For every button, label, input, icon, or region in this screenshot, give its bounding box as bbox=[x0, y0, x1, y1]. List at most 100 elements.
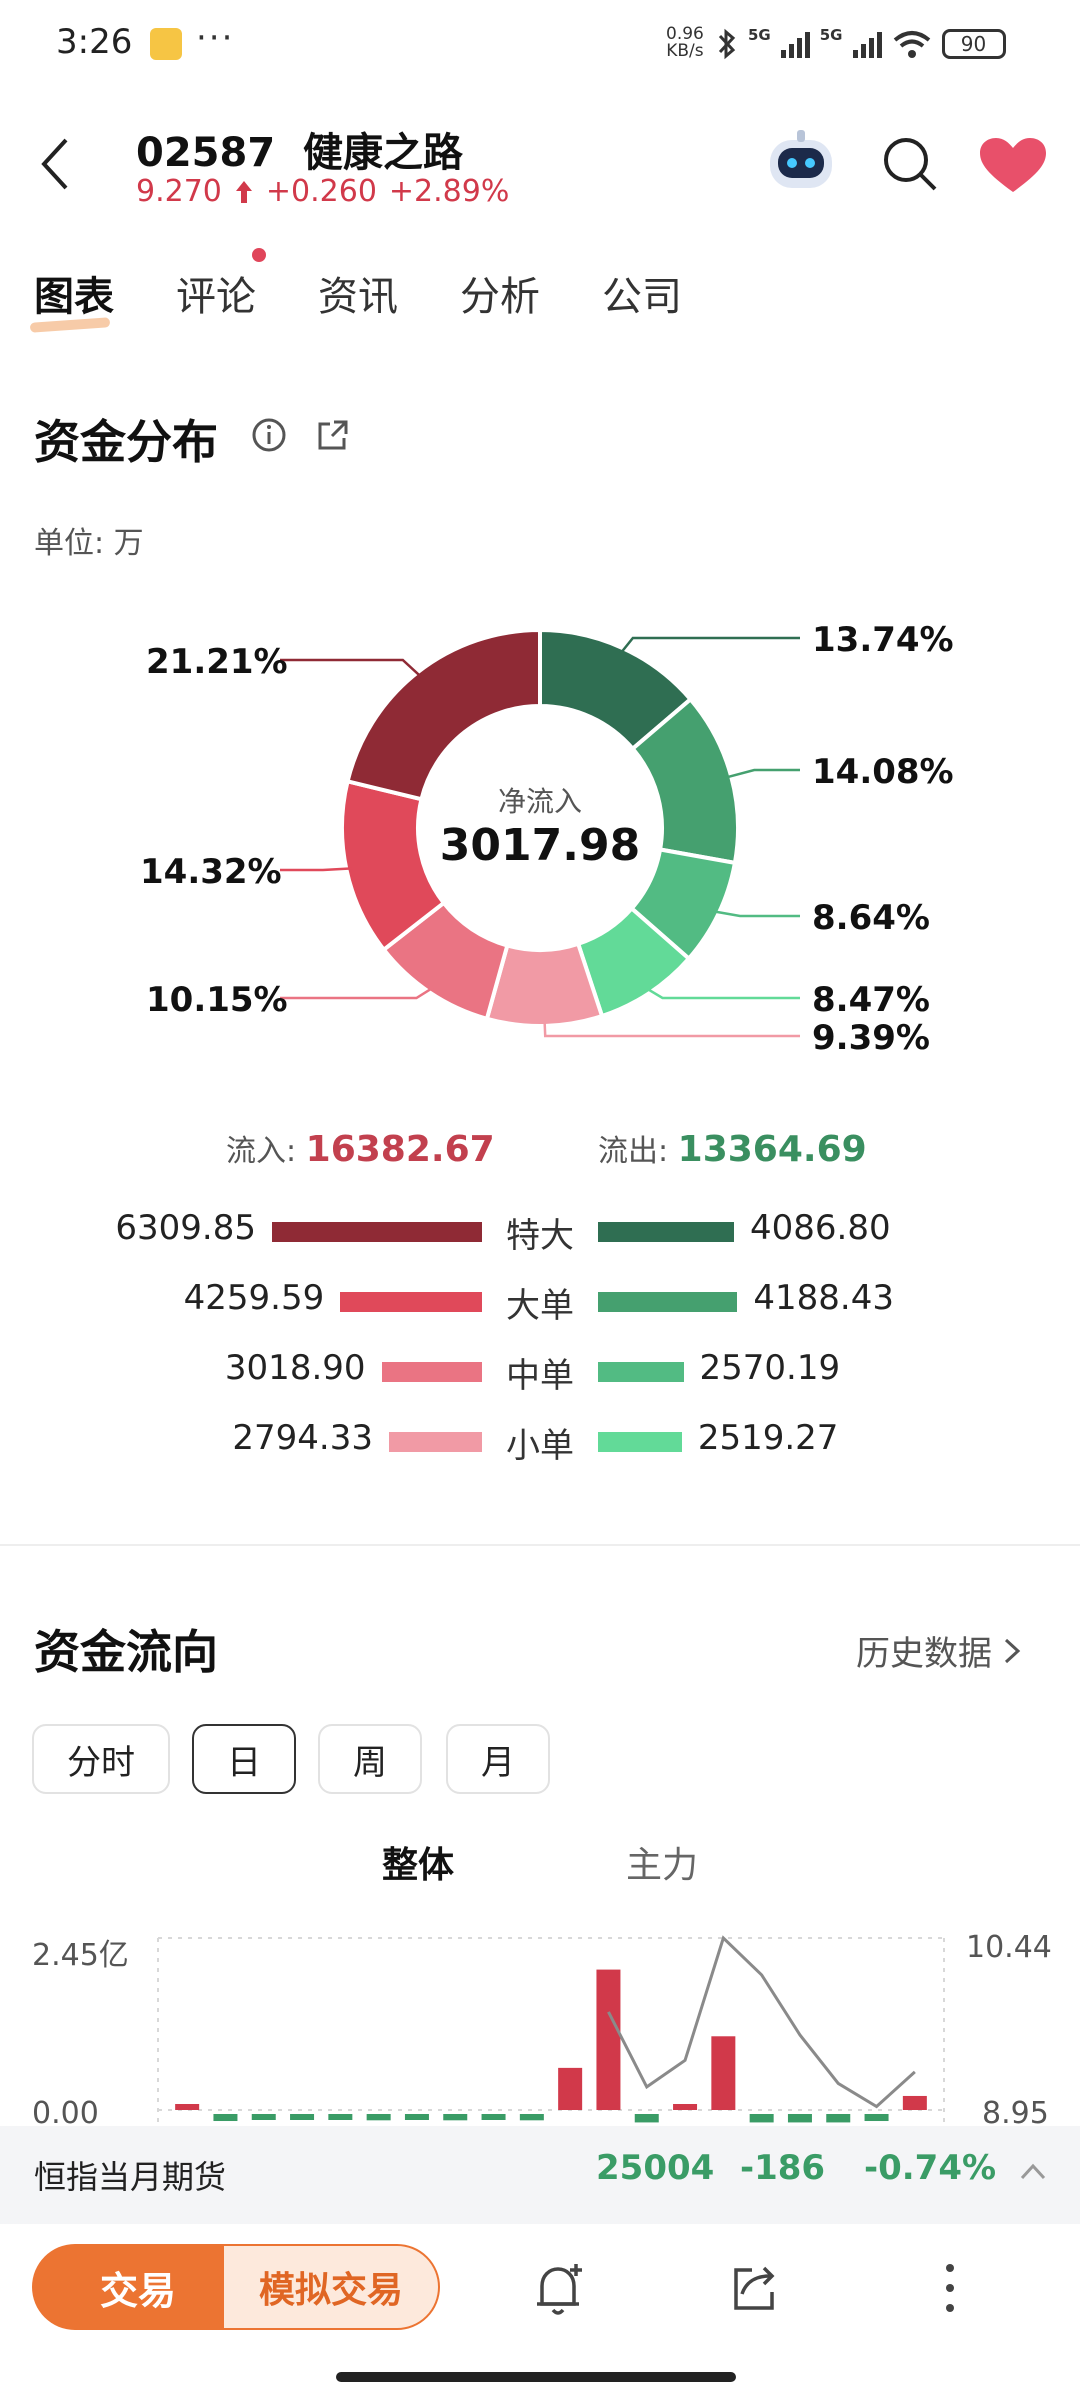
inflow-value: 16382.67 bbox=[305, 1129, 495, 1170]
tab-company[interactable]: 公司 bbox=[602, 264, 682, 322]
ticker-name: 恒指当月期货 bbox=[34, 2158, 227, 2196]
stock-title: 02587 健康之路 bbox=[136, 120, 463, 178]
out-value: 4188.43 bbox=[753, 1278, 894, 1318]
share-icon-small[interactable] bbox=[314, 416, 352, 454]
tab-comments-label: 评论 bbox=[176, 274, 256, 320]
subtab-main-force[interactable]: 主力 bbox=[626, 1845, 699, 1886]
ticker-value: 25004 bbox=[596, 2148, 715, 2188]
flow-bar bbox=[213, 2114, 238, 2122]
flow-bar bbox=[673, 2104, 698, 2110]
flow-bar bbox=[634, 2114, 659, 2123]
bar-row-small: 2794.33 小单 2519.27 bbox=[0, 1418, 1080, 1478]
signal-icon-1 bbox=[780, 30, 810, 58]
flow-bar bbox=[711, 2036, 736, 2110]
in-value: 3018.90 bbox=[224, 1348, 366, 1388]
tab-analysis[interactable]: 分析 bbox=[460, 264, 540, 322]
in-value: 2794.33 bbox=[232, 1418, 374, 1458]
y-left-bottom-label: 0.00 bbox=[32, 2096, 99, 2131]
flow-bar bbox=[902, 2095, 927, 2110]
inflow-label: 流入: bbox=[226, 1134, 297, 1169]
donut-slice-in-super bbox=[345, 627, 542, 802]
leader-line-out-small bbox=[645, 987, 800, 1000]
leader-line-out-large bbox=[724, 768, 800, 779]
inflow-summary: 流入: 16382.67 bbox=[226, 1126, 495, 1170]
sim-trade-button[interactable]: 模拟交易 bbox=[222, 2244, 440, 2330]
in-bar bbox=[381, 1362, 482, 1382]
favorite-heart-icon[interactable] bbox=[978, 136, 1048, 196]
fund-flow-title: 资金流向 bbox=[34, 1625, 218, 1679]
category-label: 小单 bbox=[506, 1426, 574, 1466]
in-value: 6309.85 bbox=[115, 1208, 256, 1248]
category-label: 大单 bbox=[506, 1286, 574, 1326]
tab-news[interactable]: 资讯 bbox=[318, 264, 398, 322]
tab-bar: 图表 评论 资讯 分析 公司 bbox=[34, 248, 744, 322]
back-arrow-icon[interactable] bbox=[32, 134, 80, 194]
out-bar bbox=[598, 1432, 682, 1452]
unit-label: 单位: 万 bbox=[34, 526, 144, 561]
stock-name: 健康之路 bbox=[303, 130, 464, 176]
in-bar bbox=[340, 1292, 482, 1312]
leader-line-in-small bbox=[543, 1019, 800, 1038]
pct-out-large: 14.08% bbox=[812, 752, 954, 792]
flow-bar bbox=[366, 2114, 391, 2121]
pct-out-small: 8.47% bbox=[812, 980, 930, 1020]
pct-in-small: 9.39% bbox=[812, 1018, 930, 1058]
ticker-change: -186 bbox=[740, 2148, 826, 2188]
in-value: 4259.59 bbox=[183, 1278, 325, 1318]
tab-chart[interactable]: 图表 bbox=[34, 264, 114, 322]
ticker-change-pct: -0.74% bbox=[864, 2148, 997, 2188]
info-icon[interactable] bbox=[250, 416, 288, 454]
history-data-link[interactable]: 历史数据 bbox=[856, 1626, 1022, 1675]
chevron-right-icon bbox=[1004, 1638, 1021, 1663]
period-week-button[interactable]: 周 bbox=[318, 1724, 422, 1794]
period-month-button[interactable]: 月 bbox=[446, 1724, 550, 1794]
fund-distribution-donut bbox=[280, 627, 800, 1038]
more-vertical-icon[interactable] bbox=[938, 2256, 962, 2320]
subtab-overall[interactable]: 整体 bbox=[382, 1845, 455, 1886]
flow-bar bbox=[864, 2114, 889, 2122]
price-alert-bell-icon[interactable] bbox=[532, 2260, 588, 2318]
price-line bbox=[607, 1935, 916, 2109]
leader-line-in-large bbox=[280, 867, 353, 872]
category-label: 特大 bbox=[506, 1216, 574, 1256]
leader-line-out-super bbox=[619, 636, 800, 655]
bar-row-large: 4259.59 大单 4188.43 bbox=[0, 1278, 1080, 1338]
outflow-value: 13364.69 bbox=[677, 1129, 867, 1170]
flow-bar bbox=[290, 2114, 315, 2120]
leader-line-out-medium bbox=[712, 910, 800, 918]
history-data-label: 历史数据 bbox=[856, 1634, 992, 1674]
out-bar bbox=[598, 1362, 684, 1382]
more-notifications-icon: ··· bbox=[196, 18, 235, 58]
out-value: 2570.19 bbox=[699, 1348, 841, 1388]
flow-bar bbox=[826, 2114, 851, 2123]
fund-distribution-title: 资金分布 bbox=[34, 415, 218, 469]
y-right-top-label: 10.44 bbox=[966, 1930, 1052, 1965]
flow-bar bbox=[558, 2067, 583, 2110]
share-icon[interactable] bbox=[726, 2260, 782, 2318]
network-speed: 0.96 KB/s bbox=[666, 26, 704, 60]
section-divider bbox=[0, 1544, 1080, 1546]
category-label: 中单 bbox=[506, 1356, 574, 1396]
tab-chart-label: 图表 bbox=[34, 274, 114, 320]
robot-assistant-icon[interactable] bbox=[766, 128, 836, 196]
signal-icon-2 bbox=[852, 30, 882, 58]
trade-button[interactable]: 交易 bbox=[32, 2244, 244, 2330]
wifi-icon bbox=[893, 31, 930, 58]
period-day-button[interactable]: 日 bbox=[192, 1724, 296, 1794]
bluetooth-icon bbox=[718, 28, 736, 60]
outflow-summary: 流出: 13364.69 bbox=[598, 1126, 867, 1170]
stock-quote: 9.270 +0.260 +2.89% bbox=[136, 174, 509, 209]
search-icon[interactable] bbox=[880, 134, 940, 194]
tab-comments[interactable]: 评论 bbox=[176, 248, 266, 322]
flow-bar bbox=[175, 2104, 200, 2110]
battery-icon: 90 bbox=[941, 29, 1006, 59]
tab-news-label: 资讯 bbox=[318, 274, 398, 320]
leader-line-in-medium bbox=[280, 986, 434, 1000]
up-arrow-icon bbox=[235, 180, 252, 203]
chevron-up-icon[interactable] bbox=[1018, 2160, 1048, 2184]
pct-out-super: 13.74% bbox=[812, 620, 954, 660]
stock-change-pct: +2.89% bbox=[388, 174, 510, 209]
index-ticker-bar[interactable] bbox=[0, 2126, 1080, 2224]
stock-code: 02587 bbox=[136, 130, 276, 176]
period-intraday-button[interactable]: 分时 bbox=[32, 1724, 170, 1794]
